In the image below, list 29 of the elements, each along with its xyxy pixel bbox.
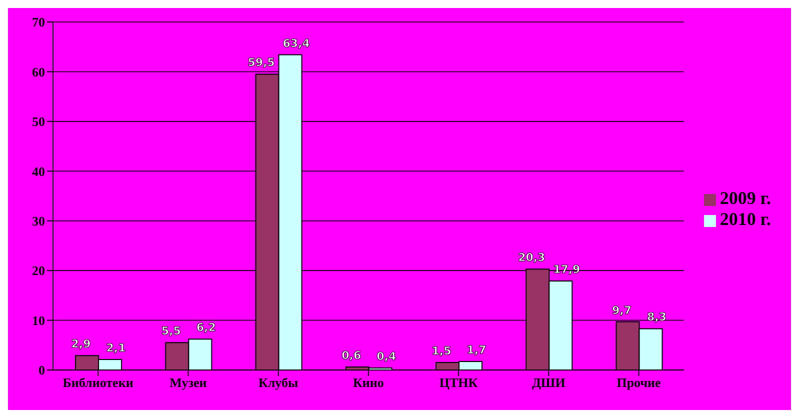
x-tick-label: ЦТНК bbox=[439, 375, 478, 390]
data-label: 2,9 bbox=[71, 338, 91, 351]
data-label: 20,3 bbox=[518, 251, 546, 264]
data-label: 5,5 bbox=[161, 324, 181, 338]
y-tick-label: 0 bbox=[38, 362, 45, 378]
x-tick-label: Библиотеки bbox=[62, 375, 134, 390]
data-label: 1,5 bbox=[432, 344, 452, 358]
data-label: 1,7 bbox=[466, 344, 486, 357]
y-tick-label: 60 bbox=[32, 64, 45, 80]
x-tick-label: Кино bbox=[352, 375, 384, 390]
x-tick-label: Прочие bbox=[616, 375, 662, 390]
x-tick-label: Клубы bbox=[258, 375, 298, 390]
x-tick-label: ДШИ bbox=[532, 375, 566, 390]
y-tick-label: 70 bbox=[32, 14, 45, 30]
data-label: 2,1 bbox=[106, 342, 126, 355]
x-tick-label: Музеи bbox=[170, 375, 208, 390]
y-tick-label: 40 bbox=[32, 164, 45, 179]
data-label: 6,2 bbox=[196, 321, 216, 334]
y-tick-label: 50 bbox=[32, 114, 45, 130]
legend-label: 2010 г. bbox=[720, 209, 771, 229]
y-tick-label: 10 bbox=[32, 312, 45, 328]
y-tick-label: 30 bbox=[32, 213, 45, 228]
data-label: 0,4 bbox=[376, 350, 396, 364]
y-tick-label: 20 bbox=[32, 263, 45, 278]
legend-label: 2009 г. bbox=[720, 188, 771, 208]
data-label: 59,5 bbox=[248, 56, 275, 70]
data-label: 9,7 bbox=[612, 304, 632, 317]
data-label: 63,4 bbox=[282, 36, 310, 50]
data-label: 0,6 bbox=[342, 349, 362, 362]
